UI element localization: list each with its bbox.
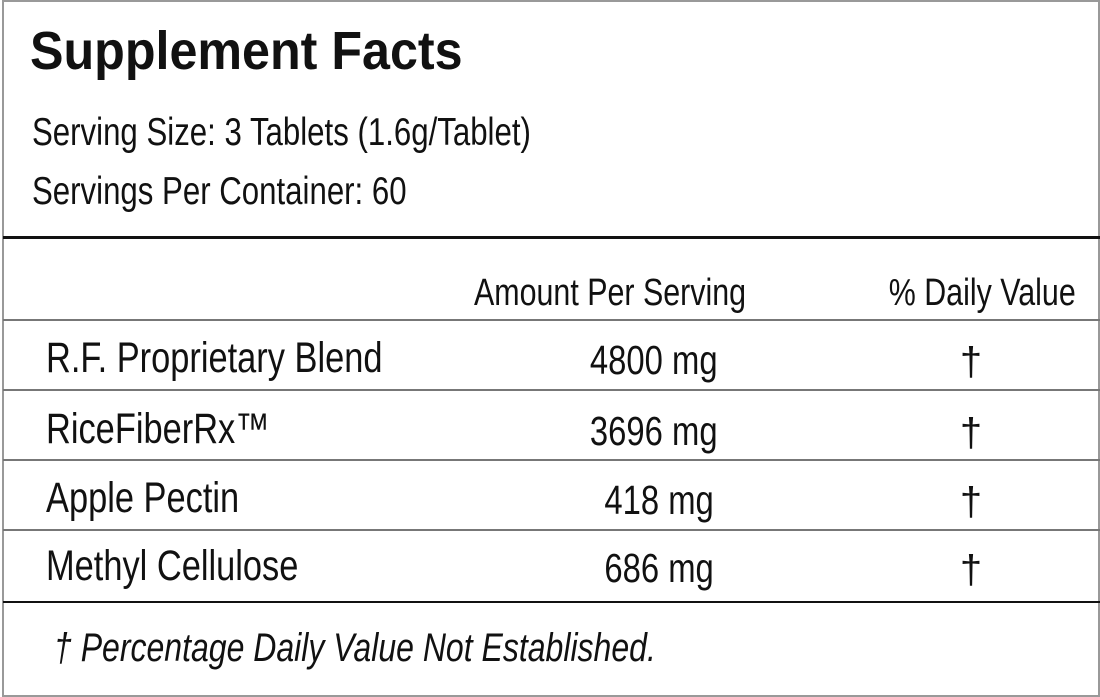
ingredient-amount: 686 mg (604, 545, 714, 591)
serving-size: Serving Size: 3 Tablets (1.6g/Tablet) (32, 111, 531, 154)
ingredient-amount: 3696 mg (590, 408, 718, 454)
ingredient-name: Methyl Cellulose (46, 542, 299, 590)
header-amount: Amount Per Serving (474, 272, 747, 314)
divider-thick (3, 601, 1100, 603)
ingredient-amount: 418 mg (604, 477, 714, 523)
divider (3, 459, 1100, 461)
divider (3, 529, 1100, 531)
header-daily-value: % Daily Value (889, 272, 1076, 314)
servings-per-container: Servings Per Container: 60 (32, 170, 407, 213)
dagger-mark: † (959, 548, 983, 592)
dagger-mark: † (959, 480, 983, 524)
divider-thick (3, 236, 1100, 239)
divider (3, 389, 1100, 391)
ingredient-amount: 4800 mg (590, 337, 718, 383)
label-title: Supplement Facts (30, 21, 463, 81)
dagger-mark: † (959, 340, 983, 384)
divider (3, 319, 1100, 321)
ingredient-name: R.F. Proprietary Blend (46, 334, 383, 382)
ingredient-name: RiceFiberRx™ (46, 405, 270, 453)
footnote: † Percentage Daily Value Not Established… (54, 626, 656, 670)
dagger-mark: † (959, 411, 983, 455)
ingredient-name: Apple Pectin (46, 474, 240, 522)
